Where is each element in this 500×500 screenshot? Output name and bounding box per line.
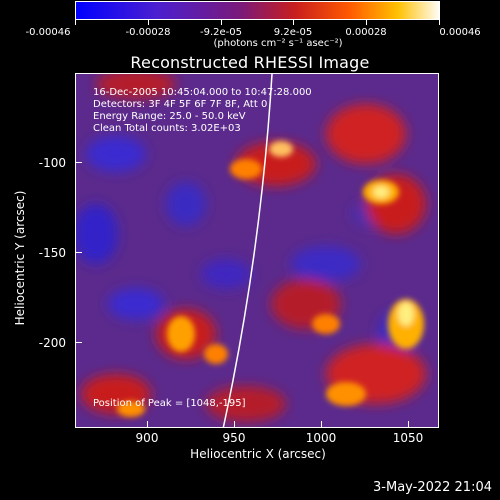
y-axis-label: Heliocentric Y (arcsec) (13, 190, 27, 326)
rhessi-image (75, 73, 439, 428)
plot-date: 3-May-2022 21:04 (373, 480, 492, 495)
y-tick-label: -200 (38, 336, 66, 350)
y-tick (76, 252, 82, 253)
y-tick (76, 162, 82, 163)
x-axis-label: Heliocentric X (arcsec) (190, 447, 326, 461)
x-tick (147, 421, 148, 427)
colorbar-tick (221, 20, 222, 25)
colorbar-tick (148, 20, 149, 25)
colorbar-tick (293, 20, 294, 25)
plot-title: Reconstructed RHESSI Image (130, 53, 370, 72)
solar-limb (222, 74, 273, 427)
y-tick-label: -100 (38, 156, 66, 170)
colorbar-tick (366, 20, 367, 25)
colorbar-tick-label: -0.00028 (125, 27, 171, 38)
x-tick (321, 421, 322, 427)
colorbar-units: (photons cm⁻² s⁻¹ asec⁻²) (213, 38, 343, 49)
colorbar-gradient (76, 2, 439, 19)
colorbar-tick (439, 20, 440, 25)
detectors-annotation: Detectors: 3F 4F 5F 6F 7F 8F, Att 0 (93, 99, 268, 110)
image-heatmap (76, 74, 438, 427)
x-tick (408, 421, 409, 427)
colorbar-tick (75, 20, 76, 25)
colorbar (75, 1, 440, 20)
colorbar-tick-label: -0.00046 (25, 27, 71, 38)
y-tick (76, 342, 82, 343)
colorbar-tick-label: 0.00046 (439, 27, 481, 38)
colorbar-tick-label: 9.2e-05 (273, 27, 313, 38)
method-annotation: Clean Total counts: 3.02E+03 (93, 123, 241, 134)
x-tick-label: 1050 (392, 431, 424, 445)
y-tick-label: -150 (38, 246, 66, 260)
peak-position-annotation: Position of Peak = [1048,-195] (93, 398, 246, 409)
colorbar-tick-label: -9.2e-05 (200, 27, 242, 38)
x-tick-label: 1000 (305, 431, 337, 445)
energy-range-annotation: Energy Range: 25.0 - 50.0 keV (93, 111, 246, 122)
x-tick-label: 950 (222, 431, 246, 445)
colorbar-tick-label: 0.00028 (345, 27, 387, 38)
x-tick-label: 900 (135, 431, 159, 445)
time-range-annotation: 16-Dec-2005 10:45:04.000 to 10:47:28.000 (93, 87, 312, 98)
x-tick (234, 421, 235, 427)
